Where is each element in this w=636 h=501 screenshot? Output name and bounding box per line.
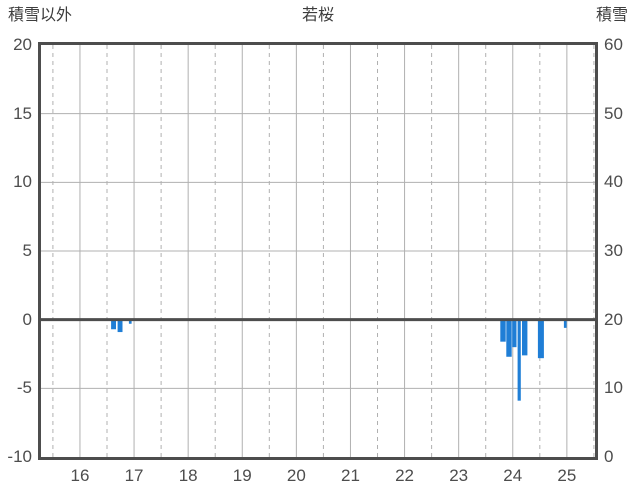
precip-bar	[512, 319, 517, 348]
left-y-tick-label: -10	[7, 447, 32, 466]
left-y-tick-label: 5	[22, 241, 32, 260]
right-y-tick-label: 0	[604, 447, 614, 466]
x-tick-label: 22	[395, 466, 415, 485]
precip-bar	[517, 319, 521, 401]
x-tick-label: 16	[70, 466, 90, 485]
right-y-tick-label: 10	[604, 378, 623, 398]
x-tick-label: 20	[286, 466, 306, 485]
right-y-tick-label: 50	[604, 103, 623, 123]
precip-bar	[128, 319, 132, 324]
x-tick-label: 24	[503, 466, 523, 485]
x-tick-label: 17	[124, 466, 144, 485]
x-tick-label: 21	[340, 466, 360, 485]
right-y-tick-label: 60	[604, 35, 623, 54]
left-axis-title: 積雪以外	[8, 7, 73, 24]
precip-bar	[563, 319, 567, 328]
chart-canvas	[41, 45, 595, 457]
right-axis-title: 積雪	[595, 7, 628, 24]
chart-title: 若桜	[301, 7, 334, 24]
left-y-tick-label: -5	[16, 378, 32, 398]
right-y-tick-label: 40	[604, 172, 623, 192]
right-y-tick-label: 20	[604, 309, 623, 329]
left-y-tick-label: 0	[22, 309, 32, 329]
gridlines	[41, 45, 595, 457]
plot-area	[38, 42, 598, 460]
left-y-tick-label: 20	[13, 35, 32, 54]
precip-bar	[500, 319, 506, 342]
precip-bar	[537, 319, 544, 359]
precip-bar	[111, 319, 116, 330]
precip-bar	[117, 319, 123, 333]
left-y-tick-label: 10	[13, 172, 32, 192]
x-tick-label: 19	[232, 466, 252, 485]
x-tick-label: 18	[178, 466, 198, 485]
x-tick-label: 23	[449, 466, 469, 485]
bars	[111, 319, 567, 401]
precip-bar	[522, 319, 528, 356]
left-y-tick-label: 15	[13, 103, 32, 123]
x-tick-label: 25	[557, 466, 577, 485]
precip-bar	[506, 319, 512, 357]
right-y-tick-label: 30	[604, 241, 623, 260]
